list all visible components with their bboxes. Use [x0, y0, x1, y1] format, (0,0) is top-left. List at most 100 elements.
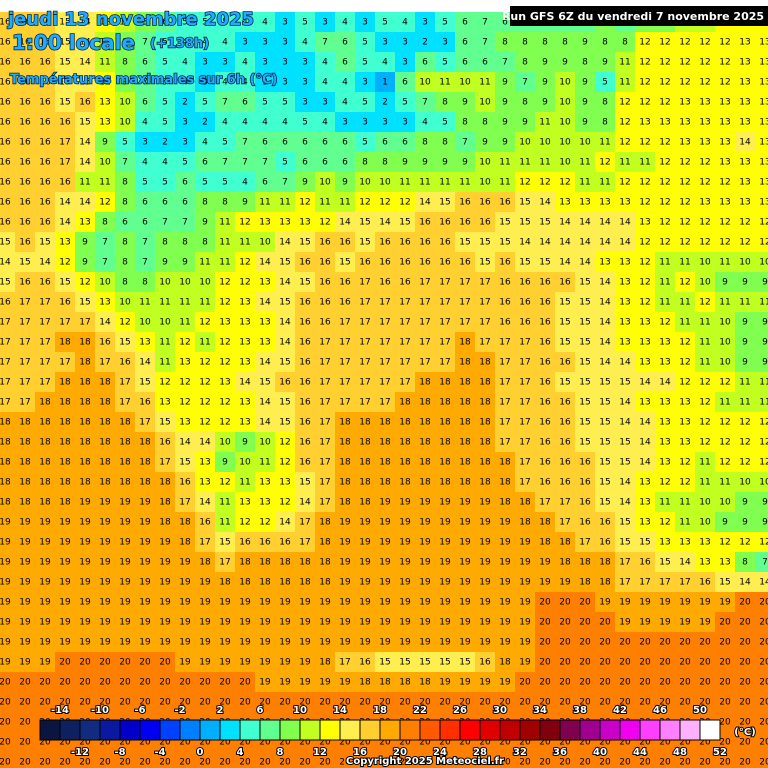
- temperature-cell: [155, 192, 175, 212]
- temperature-value: 11: [239, 238, 250, 248]
- temperature-value: 19: [199, 658, 211, 668]
- temperature-cell: [95, 152, 115, 172]
- temperature-value: 18: [39, 398, 51, 408]
- temperature-value: 19: [419, 518, 431, 528]
- temperature-cell: [735, 232, 755, 252]
- temperature-value: 19: [699, 598, 711, 608]
- temperature-value: 12: [739, 538, 750, 548]
- temperature-value: 19: [359, 538, 371, 548]
- temperature-value: 12: [179, 378, 190, 388]
- temperature-value: 13: [739, 38, 750, 48]
- temperature-value: 18: [299, 578, 311, 588]
- temperature-cell: [735, 372, 755, 392]
- temperature-value: 17: [519, 438, 530, 448]
- temperature-value: 16: [319, 258, 331, 268]
- temperature-value: 19: [519, 578, 531, 588]
- temperature-cell: [615, 232, 635, 252]
- temperature-cell: [275, 52, 295, 72]
- temperature-value: 19: [499, 638, 511, 648]
- temperature-value: 4: [262, 118, 268, 128]
- temperature-value: 12: [59, 258, 70, 268]
- colorbar-tick-label: -2: [174, 705, 185, 716]
- temperature-value: 19: [139, 578, 151, 588]
- temperature-cell: [455, 272, 475, 292]
- temperature-value: 11: [599, 138, 610, 148]
- temperature-value: 15: [459, 238, 470, 248]
- temperature-value: 15: [79, 298, 90, 308]
- temperature-value: 5: [362, 138, 368, 148]
- temperature-value: 12: [699, 38, 710, 48]
- temperature-value: 17: [519, 358, 530, 368]
- temperature-cell: [135, 212, 155, 232]
- temperature-value: 9: [762, 498, 768, 508]
- temperature-cell: [475, 312, 495, 332]
- temperature-value: 7: [102, 258, 108, 268]
- temperature-value: 18: [579, 558, 591, 568]
- temperature-cell: [455, 72, 475, 92]
- temperature-value: 19: [419, 498, 431, 508]
- temperature-cell: [535, 372, 555, 392]
- temperature-cell: [95, 192, 115, 212]
- temperature-cell: [95, 12, 115, 32]
- temperature-cell: [535, 112, 555, 132]
- temperature-cell: [275, 352, 295, 372]
- temperature-cell: [595, 292, 615, 312]
- temperature-cell: [315, 72, 335, 92]
- temperature-value: 20: [759, 638, 768, 648]
- temperature-value: 15: [459, 658, 470, 668]
- temperature-cell: [575, 312, 595, 332]
- temperature-cell: [355, 212, 375, 232]
- temperature-cell: [435, 132, 455, 152]
- temperature-cell: [455, 252, 475, 272]
- temperature-cell: [235, 212, 255, 232]
- temperature-value: 19: [439, 618, 451, 628]
- colorbar-swatch: [299, 719, 321, 741]
- temperature-cell: [615, 32, 635, 52]
- temperature-value: 17: [19, 358, 30, 368]
- temperature-cell: [195, 112, 215, 132]
- temperature-value: 12: [239, 218, 250, 228]
- temperature-value: 17: [339, 378, 350, 388]
- temperature-value: 10: [119, 98, 131, 108]
- temperature-value: 12: [639, 178, 650, 188]
- temperature-cell: [755, 32, 768, 52]
- colorbar-tick-label: -12: [71, 747, 89, 758]
- temperature-value: 17: [539, 498, 550, 508]
- temperature-cell: [435, 172, 455, 192]
- temperature-value: 19: [399, 558, 411, 568]
- temperature-value: 18: [499, 498, 511, 508]
- colorbar-tick-label: 32: [513, 747, 527, 758]
- temperature-value: 18: [119, 418, 131, 428]
- temperature-cell: [555, 132, 575, 152]
- temperature-cell: [295, 112, 315, 132]
- temperature-value: 13: [239, 418, 250, 428]
- colorbar-swatch: [79, 719, 101, 741]
- temperature-cell: [195, 372, 215, 392]
- temperature-value: 20: [599, 638, 611, 648]
- temperature-value: 17: [359, 298, 370, 308]
- temperature-value: 5: [302, 118, 308, 128]
- temperature-value: 3: [302, 78, 308, 88]
- temperature-value: 13: [99, 118, 110, 128]
- temperature-cell: [535, 72, 555, 92]
- temperature-value: 16: [59, 298, 71, 308]
- temperature-value: 18: [319, 578, 331, 588]
- temperature-value: 13: [239, 498, 250, 508]
- temperature-cell: [755, 72, 768, 92]
- temperature-cell: [575, 92, 595, 112]
- temperature-value: 20: [619, 638, 631, 648]
- temperature-value: 13: [659, 338, 670, 348]
- temperature-value: 19: [459, 618, 471, 628]
- temperature-cell: [115, 12, 135, 32]
- temperature-value: 12: [679, 38, 690, 48]
- temperature-value: 15: [299, 478, 310, 488]
- temperature-value: 19: [459, 678, 471, 688]
- temperature-cell: [115, 132, 135, 152]
- temperature-value: 3: [402, 58, 408, 68]
- temperature-cell: [275, 332, 295, 352]
- temperature-value: 18: [59, 478, 71, 488]
- temperature-value: 17: [379, 398, 390, 408]
- temperature-value: 19: [359, 518, 371, 528]
- temperature-value: 19: [479, 578, 491, 588]
- colorbar-tick-label: 6: [257, 705, 264, 716]
